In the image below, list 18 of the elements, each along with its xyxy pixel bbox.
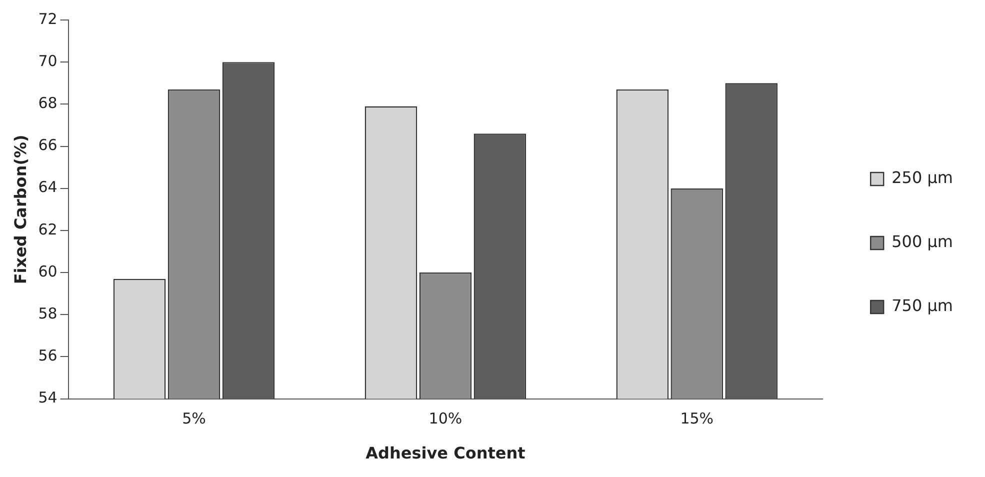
x-tick-label: 5%: [182, 410, 206, 428]
y-tick-label: 54: [38, 388, 58, 407]
y-axis-title: Fixed Carbon(%): [10, 134, 30, 284]
y-tick-label: 60: [38, 262, 58, 280]
y-tick-label: 72: [38, 10, 58, 28]
y-tick-label: 62: [38, 220, 58, 238]
y-tick-label: 58: [38, 304, 58, 323]
x-tick-label: 15%: [680, 410, 714, 428]
y-tick-label: 66: [38, 136, 58, 154]
legend-label: 500 µm: [892, 232, 953, 252]
x-axis-title: Adhesive Content: [366, 444, 526, 463]
y-tick-label: 64: [38, 178, 58, 196]
y-tick-label: 56: [38, 346, 58, 365]
x-tick-label: 10%: [428, 410, 462, 428]
legend-label: 750 µm: [892, 296, 953, 316]
y-tick-label: 68: [38, 94, 58, 112]
legend-label: 250 µm: [892, 168, 953, 188]
y-tick-label: 70: [38, 52, 58, 70]
